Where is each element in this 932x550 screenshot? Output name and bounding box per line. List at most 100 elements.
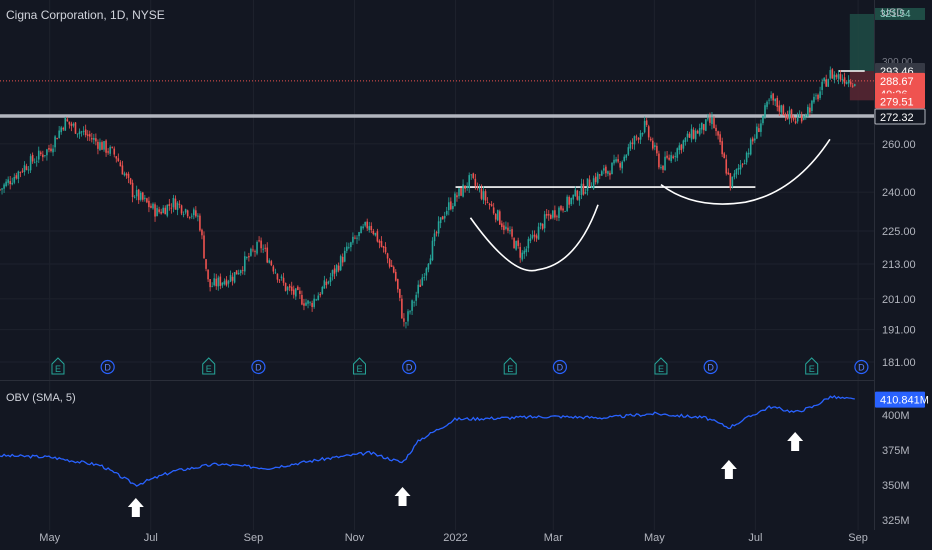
candle-body [170,207,173,209]
up-arrow-icon [787,432,804,451]
candle-body [484,191,487,201]
candle-body [727,172,730,175]
candle-body [619,163,621,168]
candle-body [103,141,105,150]
candle-body [101,142,103,150]
candle-body [603,168,605,171]
candle-body [468,175,470,189]
candle-body [641,133,644,135]
candle-body [766,101,768,107]
candle-body [715,127,717,131]
candle-body [315,299,317,301]
obv-line [0,394,855,487]
candle-body [121,165,124,175]
candle-body [592,178,595,189]
candle-body [609,172,611,176]
candle-body [745,152,748,163]
candle-body [31,154,34,162]
candle-body [88,134,91,137]
candle-body [388,259,391,267]
candle-body [570,198,572,205]
obv-axis[interactable]: 325M 350M 375M 400M [882,410,910,527]
candle-body [725,159,728,174]
obv-title[interactable]: OBV (SMA, 5) [6,392,76,404]
candle-body [235,270,238,275]
candle-body [462,184,464,197]
price-axis[interactable]: 181.00 191.00 201.00 213.00 225.00 240.00 260.… [882,139,916,369]
candle-body [25,166,28,170]
stop-zone [849,71,874,101]
candle-body [180,205,183,214]
candle-body [286,287,289,291]
candle-body [666,155,668,158]
candle-body [358,232,360,237]
candle-body [435,232,438,234]
candle-body [335,265,338,273]
dividend-icon [402,359,417,375]
dividend-icon [854,359,869,375]
candle-body [656,145,658,154]
candle-body [403,318,405,322]
earnings-label: E [55,364,61,374]
candle-body [203,235,205,259]
candle-body [346,246,348,251]
time-tick-label: Nov [345,532,365,544]
candle-body [815,95,817,97]
candle-body [513,238,515,249]
candle-body [144,197,146,199]
earnings-icon [805,357,819,375]
candle-body [62,127,65,130]
time-axis[interactable]: May Jul Sep Nov 2022 Mar May Jul Sep [39,532,868,544]
candle-body [631,142,634,144]
candle-body [784,114,787,116]
candle-body [131,182,134,198]
candle-body [645,120,648,125]
candle-body [709,117,711,123]
candle-body [168,204,171,206]
candle-body [847,79,850,84]
candle-body [780,105,783,113]
candle-body [401,298,403,319]
candle-body [613,159,615,164]
candle-body [643,120,646,133]
time-tick-label: May [39,532,60,544]
candle-body [751,138,754,142]
candle-body [186,210,189,217]
candle-body [378,240,381,243]
candle-body [160,211,162,214]
candle-body [1,188,3,190]
candle-body [166,204,169,216]
candle-body [805,114,807,116]
candle-body [182,214,185,215]
candle-body [829,70,832,79]
candle-body [437,221,440,234]
candle-body [327,281,330,284]
candle-body [545,213,548,216]
candle-body [456,195,458,198]
candle-body [188,216,191,218]
candle-body [297,286,299,290]
candle-body [499,211,501,225]
candle-body [735,169,738,175]
candle-body [199,215,201,231]
dividend-label: D [406,363,413,373]
candle-body [833,74,836,80]
candle-body [221,282,224,286]
candle-body [448,202,450,211]
earnings-label: E [507,364,513,374]
symbol-title[interactable]: Cigna Corporation, 1D, NYSE [6,8,165,22]
candle-body [460,187,462,196]
candle-body [758,128,760,133]
candle-body [566,196,568,211]
price-tick-label: 260.00 [882,139,916,151]
candle-body [370,225,373,231]
candle-body [770,95,772,99]
candle-body [674,156,677,157]
hidden-tick-label: 300.00 [882,57,913,68]
candle-body [270,261,273,266]
candle-body [802,115,805,120]
candle-body [754,138,756,141]
candle-body [621,161,623,169]
candle-body [839,74,842,80]
candle-body [743,162,746,165]
